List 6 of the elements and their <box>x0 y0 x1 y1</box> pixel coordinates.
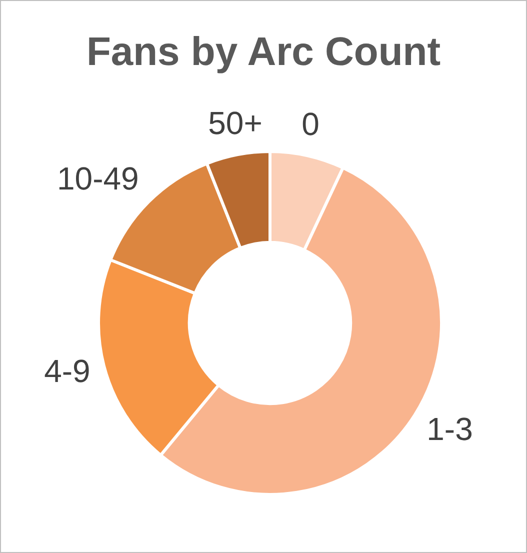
slice-label: 0 <box>302 106 320 142</box>
slice-label: 1-3 <box>426 410 473 447</box>
chart-title: Fans by Arc Count <box>85 30 442 75</box>
slice-label: 50+ <box>208 104 262 141</box>
slice-label: 10-49 <box>56 160 139 196</box>
slice-label: 4-9 <box>44 352 90 389</box>
